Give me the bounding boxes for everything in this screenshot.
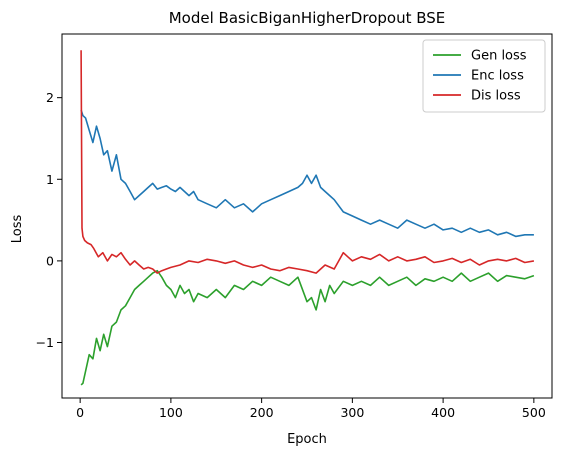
chart-title: Model BasicBiganHigherDropout BSE [169,9,446,27]
gen-loss-line [80,269,535,386]
y-tick-label: 1 [46,172,54,187]
x-tick-label: 100 [159,405,183,420]
legend-label-dis-loss: Dis loss [471,89,521,104]
y-tick-label: 0 [46,253,54,268]
y-tick-label: 2 [46,90,54,105]
x-tick-label: 300 [340,405,364,420]
legend-label-gen-loss: Gen loss [471,49,527,64]
x-tick-label: 200 [250,405,274,420]
dis-loss-line [80,50,535,274]
legend-box [422,39,546,113]
y-tick-label: −1 [36,335,54,350]
y-axis-label: Loss [10,215,25,244]
series-lines [80,50,535,386]
x-axis: 0 100 200 300 400 500 [76,398,546,420]
x-axis-label: Epoch [287,432,327,447]
x-tick-label: 400 [431,405,455,420]
legend-label-enc-loss: Enc loss [471,69,524,84]
legend: Gen loss Enc loss Dis loss [422,39,546,113]
x-tick-label: 0 [76,405,84,420]
x-tick-label: 500 [522,405,546,420]
y-axis: −1 0 1 2 [36,90,62,350]
plot-frame [61,33,553,399]
enc-loss-line [80,109,534,238]
